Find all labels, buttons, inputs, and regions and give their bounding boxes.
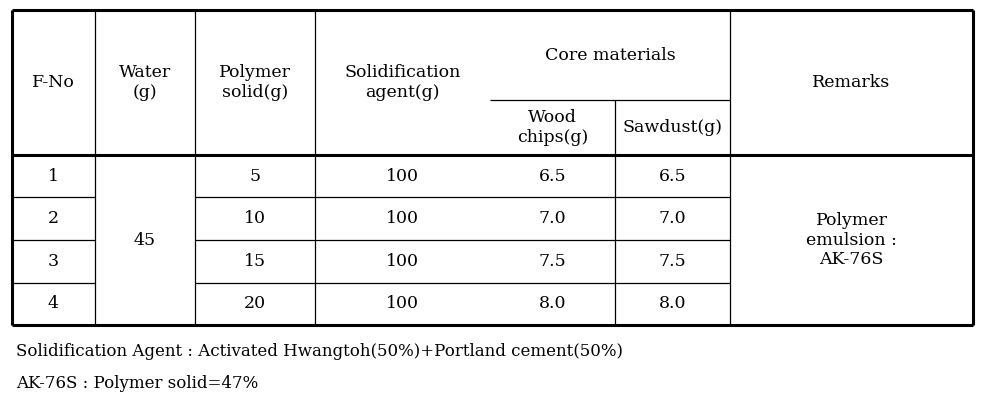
Text: Sawdust(g): Sawdust(g) bbox=[622, 119, 722, 136]
Text: AK-76S : Polymer solid=47%: AK-76S : Polymer solid=47% bbox=[16, 375, 258, 392]
Text: 7.5: 7.5 bbox=[658, 253, 686, 270]
Text: Remarks: Remarks bbox=[811, 74, 890, 91]
Text: 10: 10 bbox=[244, 210, 265, 227]
Text: Core materials: Core materials bbox=[544, 47, 675, 64]
Text: 7.0: 7.0 bbox=[658, 210, 686, 227]
Text: 8.0: 8.0 bbox=[538, 295, 566, 312]
Text: Polymer
emulsion :
AK-76S: Polymer emulsion : AK-76S bbox=[805, 212, 896, 268]
Text: 1: 1 bbox=[48, 168, 59, 185]
Text: F-No: F-No bbox=[32, 74, 75, 91]
Text: Solidification Agent : Activated Hwangtoh(50%)+Portland cement(50%): Solidification Agent : Activated Hwangto… bbox=[16, 343, 622, 360]
Text: 100: 100 bbox=[386, 295, 418, 312]
Text: 2: 2 bbox=[48, 210, 59, 227]
Text: 4: 4 bbox=[48, 295, 59, 312]
Text: Wood
chips(g): Wood chips(g) bbox=[516, 109, 587, 146]
Text: 15: 15 bbox=[244, 253, 265, 270]
Text: 20: 20 bbox=[244, 295, 265, 312]
Text: 6.5: 6.5 bbox=[658, 168, 686, 185]
Text: 7.0: 7.0 bbox=[538, 210, 566, 227]
Text: 3: 3 bbox=[48, 253, 59, 270]
Text: 100: 100 bbox=[386, 168, 418, 185]
Text: 8.0: 8.0 bbox=[658, 295, 686, 312]
Text: 5: 5 bbox=[249, 168, 260, 185]
Text: 7.5: 7.5 bbox=[538, 253, 566, 270]
Text: 100: 100 bbox=[386, 210, 418, 227]
Text: Polymer
solid(g): Polymer solid(g) bbox=[219, 64, 290, 101]
Text: 100: 100 bbox=[386, 253, 418, 270]
Text: Solidification
agent(g): Solidification agent(g) bbox=[344, 64, 460, 101]
Text: 45: 45 bbox=[134, 232, 156, 248]
Text: 6.5: 6.5 bbox=[538, 168, 566, 185]
Text: Water
(g): Water (g) bbox=[118, 64, 171, 101]
